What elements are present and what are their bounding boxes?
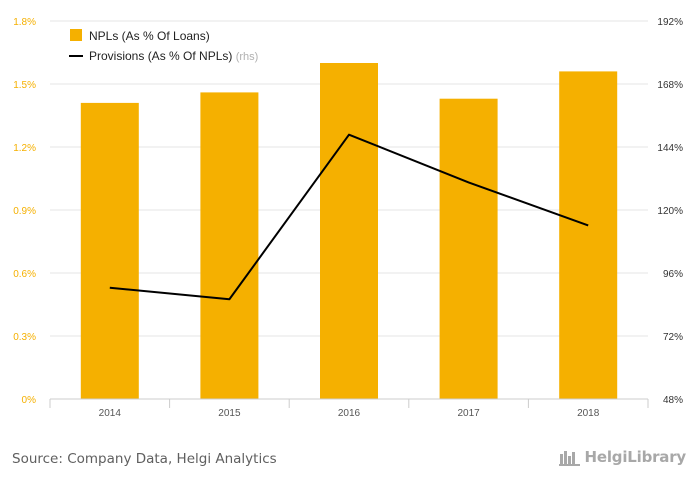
- bar: [559, 71, 618, 400]
- brand-logo: HelgiLibrary: [558, 448, 687, 466]
- series-line: [109, 133, 589, 301]
- bar: [80, 102, 139, 400]
- bar: [320, 63, 378, 399]
- legend-label-provisions: Provisions (As % Of NPLs) (rhs): [89, 49, 258, 63]
- bar: [439, 98, 498, 399]
- source-note: Source: Company Data, Helgi Analytics: [12, 451, 277, 467]
- x-axis-tick-label: 2018: [577, 408, 600, 419]
- legend-label-provisions-name: Provisions (As % Of NPLs): [89, 49, 236, 63]
- bar: [200, 92, 259, 400]
- brand-name: HelgiLibrary: [584, 448, 687, 466]
- left-axis-tick-label: 0%: [22, 395, 37, 406]
- x-axis-tick-label: 2017: [457, 408, 480, 419]
- legend: NPLs (As % Of Loans) Provisions (As % Of …: [69, 29, 258, 63]
- legend-swatch-bar: [70, 29, 82, 41]
- right-axis-tick-label: 96%: [663, 269, 683, 280]
- right-axis-tick-label: 144%: [657, 143, 683, 154]
- right-axis-tick-label: 48%: [663, 395, 683, 406]
- x-axis-tick-label: 2015: [218, 408, 241, 419]
- left-axis-tick-label: 1.2%: [13, 143, 36, 154]
- right-axis-tick-label: 120%: [657, 206, 683, 217]
- left-axis-tick-label: 1.5%: [13, 80, 36, 91]
- library-icon: [558, 451, 580, 466]
- line-layer: [109, 133, 589, 301]
- left-axis-tick-label: 0.6%: [13, 269, 36, 280]
- left-axis-tick-label: 0.3%: [13, 332, 36, 343]
- bars-layer: [80, 63, 618, 400]
- axes-layer: 0% 48% 0.3% 72% 0.6% 96% 0.9% 120% 1.2% 144% 1.5% 1…: [13, 17, 683, 419]
- left-axis-tick-label: 0.9%: [13, 206, 36, 217]
- right-axis-tick-label: 72%: [663, 332, 683, 343]
- left-axis-tick-label: 1.8%: [13, 17, 36, 28]
- x-axis-tick-label: 2014: [99, 408, 122, 419]
- right-axis-tick-label: 192%: [657, 17, 683, 28]
- legend-label-rhs: (rhs): [236, 51, 259, 63]
- x-axis-tick-label: 2016: [338, 408, 361, 419]
- right-axis-tick-label: 168%: [657, 80, 683, 91]
- legend-label-npl: NPLs (As % Of Loans): [89, 29, 210, 43]
